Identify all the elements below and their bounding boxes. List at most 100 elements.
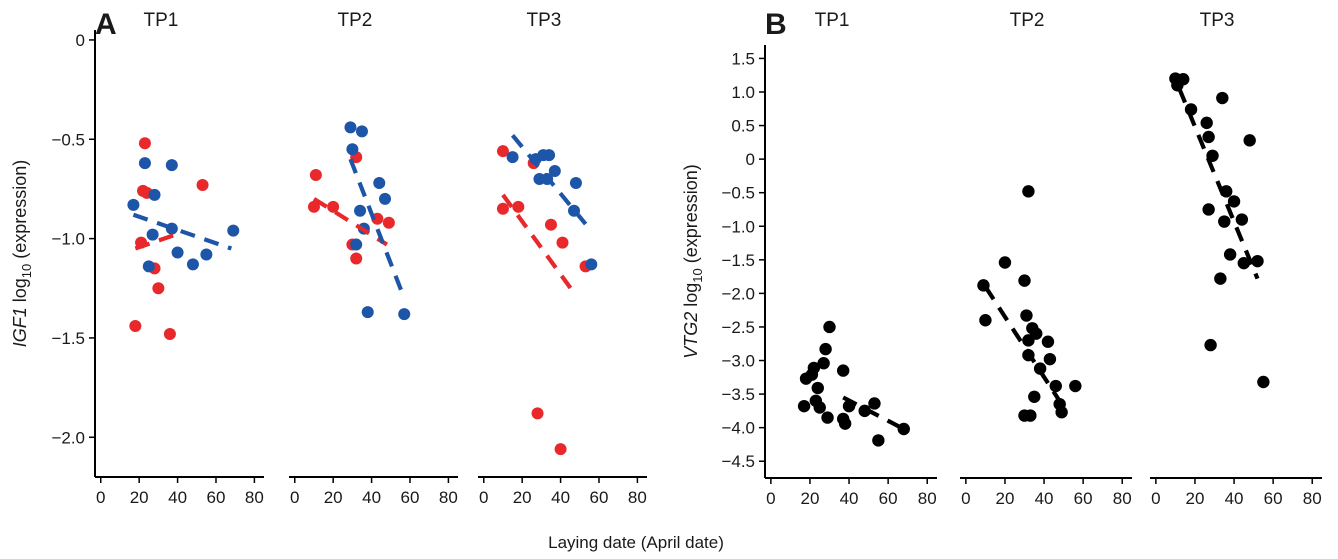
data-point-red	[531, 407, 544, 420]
data-point-blue	[585, 258, 598, 271]
x-tick-label: 60	[207, 488, 226, 507]
x-tick-label: 0	[961, 489, 970, 508]
x-tick-label: 80	[918, 489, 937, 508]
data-point-black	[1028, 390, 1041, 403]
data-point-red	[307, 200, 320, 213]
x-tick-label: 80	[439, 488, 458, 507]
data-point-black	[1243, 134, 1256, 147]
data-point-black	[1043, 352, 1057, 366]
data-point-red	[556, 236, 569, 249]
data-point-black	[1218, 215, 1231, 228]
x-tick-label: 40	[1035, 489, 1054, 508]
facet-tp1: TP1 0 20 40 60 80	[95, 10, 264, 507]
data-point-black	[819, 342, 832, 356]
data-point-red	[327, 200, 340, 213]
y-tick-label: −3.0	[721, 352, 755, 371]
y-tick-label: −3.5	[721, 385, 755, 404]
data-point-black	[807, 361, 821, 375]
y-tick-label: −0.5	[721, 184, 755, 203]
data-point-red	[138, 137, 151, 150]
x-tick-label: 40	[1225, 489, 1244, 508]
data-point-red	[196, 178, 209, 191]
data-point-red	[163, 327, 176, 340]
data-point-black	[836, 364, 850, 377]
data-point-black	[1216, 91, 1229, 105]
data-point-black	[797, 399, 811, 413]
data-point-blue	[569, 176, 582, 189]
data-point-black	[838, 417, 852, 430]
y-tick-label: −1.5	[721, 251, 755, 270]
x-tick-label: 0	[766, 489, 775, 508]
x-tick-label: 20	[800, 489, 819, 508]
data-point-black	[1177, 73, 1190, 86]
data-point-black	[1055, 406, 1068, 419]
trend-line-black	[842, 395, 905, 431]
data-point-blue	[355, 125, 368, 138]
data-point-black	[1237, 256, 1251, 270]
data-point-black	[1204, 338, 1217, 352]
facet-tp1: TP1 0 20 40 60 80	[765, 10, 937, 508]
x-tick-label: 0	[290, 488, 299, 507]
data-point-blue	[346, 143, 359, 156]
x-tick-label: 60	[879, 489, 898, 508]
facet-tp3: TP3 0 20 40 60 80	[1150, 10, 1322, 508]
data-point-blue	[171, 246, 184, 259]
x-tick-label: 40	[168, 488, 187, 507]
data-point-black	[1257, 375, 1270, 389]
data-point-blue	[543, 149, 556, 162]
data-point-black	[1235, 213, 1249, 226]
panel-b: B VTG2 log10 (expression) 1.5 1.0 0.5 0 −0.5 −1…	[681, 8, 1322, 508]
facet-title: TP3	[1200, 10, 1235, 31]
y-tick-label: −0.5	[51, 130, 85, 149]
trend-line-blue	[132, 212, 233, 251]
data-point-blue	[138, 157, 151, 170]
data-point-black	[811, 381, 824, 395]
data-point-black	[872, 434, 885, 447]
data-point-red	[512, 200, 525, 213]
data-point-black	[1214, 272, 1227, 285]
x-tick-label: 20	[130, 488, 149, 507]
y-tick-label: 1.0	[731, 83, 755, 102]
x-tick-label: 60	[590, 488, 609, 507]
y-axis-label: VTG2 log10 (expression)	[681, 164, 705, 359]
data-point-blue	[379, 192, 392, 205]
panel-letter: B	[765, 8, 787, 41]
data-point-blue	[398, 308, 411, 321]
y-tick-label: −2.0	[721, 284, 755, 303]
data-point-blue	[548, 165, 561, 178]
x-axis-title: Laying date (April date)	[548, 533, 724, 552]
data-point-black	[1018, 274, 1031, 287]
data-point-black	[1041, 335, 1055, 348]
x-tick-label: 0	[96, 488, 105, 507]
x-tick-label: 80	[1113, 489, 1132, 508]
x-tick-label: 20	[324, 488, 343, 507]
y-tick-label: −2.0	[51, 428, 85, 447]
data-point-red	[554, 443, 567, 456]
x-tick-label: 60	[401, 488, 420, 507]
data-point-blue	[344, 121, 357, 134]
data-point-black	[1049, 379, 1062, 393]
data-point-red	[309, 169, 322, 182]
facet-title: TP2	[337, 10, 372, 31]
facet-title: TP1	[143, 10, 178, 31]
data-point-blue	[146, 228, 159, 241]
facet-tp3: TP3 0 20 40 60 80	[478, 10, 647, 507]
trend-line-red	[312, 197, 389, 247]
panel-letter: A	[95, 8, 117, 41]
data-point-red	[152, 282, 165, 295]
data-point-blue	[350, 238, 363, 251]
data-point-black	[817, 357, 830, 370]
data-point-blue	[227, 224, 240, 237]
data-point-black	[868, 397, 881, 410]
data-point-blue	[354, 204, 367, 217]
panel-a: A IGF1 log10 (expression) 0 −0.5 −1.0 −1.5 −2.…	[10, 8, 647, 507]
trend-line-blue	[510, 133, 592, 231]
facet-tp2: TP2 0 20 40 60 80	[289, 10, 458, 507]
data-point-red	[129, 320, 142, 333]
data-point-black	[979, 314, 992, 327]
data-point-blue	[148, 188, 161, 201]
x-tick-label: 20	[995, 489, 1014, 508]
data-point-black	[1223, 248, 1237, 261]
data-point-blue	[373, 176, 386, 189]
